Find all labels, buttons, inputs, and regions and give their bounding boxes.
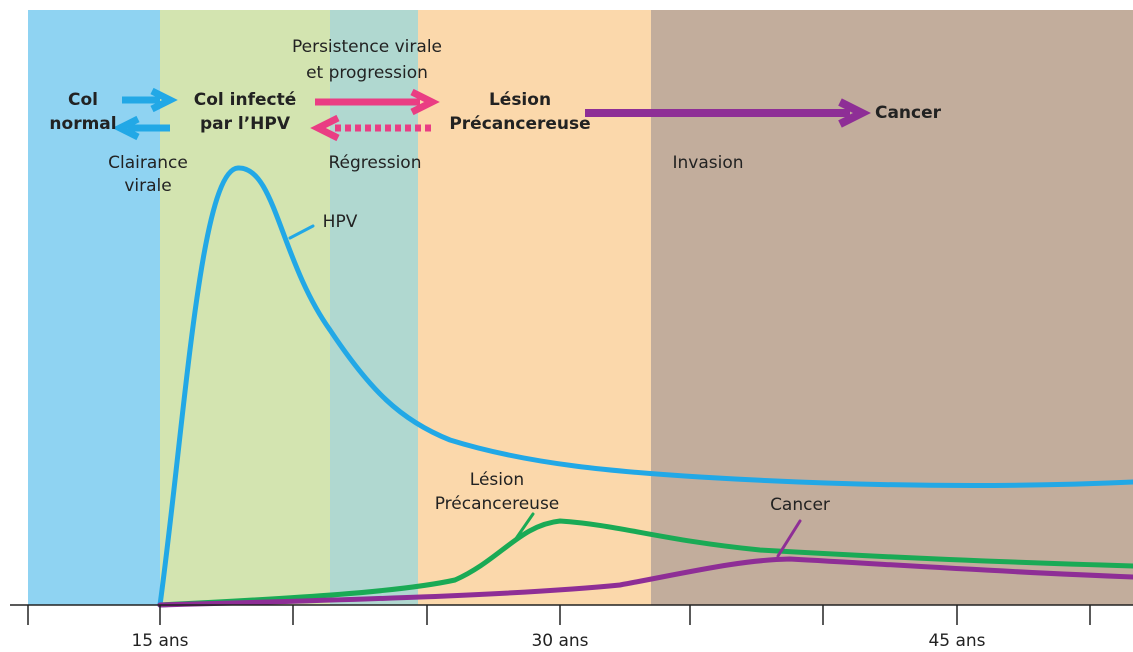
stage-label: normal — [49, 114, 116, 134]
curve-label: Lésion — [470, 470, 524, 490]
stage-label: Lésion — [489, 90, 551, 110]
cancer-pointer — [776, 519, 802, 558]
arrow-regression-head — [310, 114, 340, 142]
arrow-infection — [122, 87, 178, 113]
band-cancer — [651, 10, 1133, 605]
arrow-progression — [315, 88, 440, 116]
curve-label: Cancer — [770, 495, 830, 515]
stage-label: Précancereuse — [449, 114, 590, 134]
stage-label: par l’HPV — [200, 114, 291, 134]
stage-label: Col infecté — [194, 90, 297, 110]
arrow-clearance — [112, 115, 170, 141]
transition-label: et progression — [306, 63, 428, 83]
hpv-pointer — [288, 224, 315, 240]
band-normal — [28, 10, 160, 605]
hpv-curve — [157, 165, 1133, 608]
curve-label: Précancereuse — [435, 494, 560, 514]
transition-label: Régression — [329, 153, 422, 173]
band-infected — [160, 10, 330, 605]
transition-label: Invasion — [672, 153, 743, 173]
stage-label: Col — [68, 90, 98, 110]
lesion-curve — [157, 518, 1133, 608]
curve-label: HPV — [323, 212, 358, 232]
arrows — [112, 87, 871, 142]
transition-label: Persistence virale — [292, 37, 442, 57]
stage-label: Cancer — [875, 103, 942, 123]
axis — [10, 604, 1133, 625]
labels: Col normal Col infecté par l’HPV Lésion … — [49, 37, 985, 651]
x-tick-label: 45 ans — [928, 631, 985, 651]
curves — [157, 165, 1133, 608]
cancer-curve — [157, 556, 1133, 608]
lesion-pointer — [513, 512, 535, 542]
x-tick-label: 30 ans — [531, 631, 588, 651]
band-regression — [330, 10, 418, 605]
transition-label: virale — [124, 176, 171, 196]
transition-label: Clairance — [108, 153, 188, 173]
x-tick-label: 15 ans — [131, 631, 188, 651]
arrow-invasion — [585, 98, 871, 128]
